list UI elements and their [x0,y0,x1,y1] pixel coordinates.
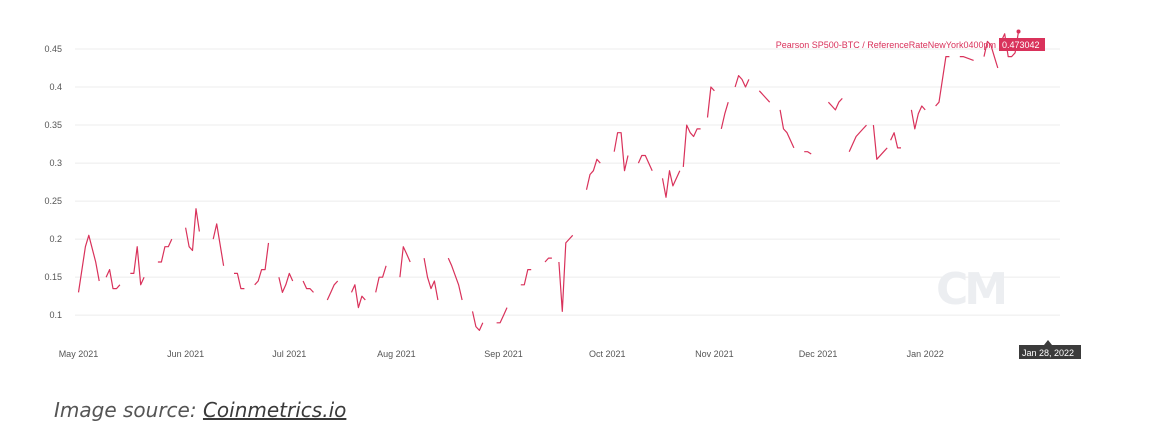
series-line-segment [661,170,681,198]
y-tick-label: 0.4 [49,82,62,92]
coinmetrics-watermark: CM [936,264,1004,315]
x-tick-label: Jul 2021 [272,349,306,359]
series-line-segment [959,55,974,61]
y-tick-label: 0.3 [49,158,62,168]
y-tick-label: 0.45 [44,44,62,54]
series-line-segment [447,257,463,301]
x-tick-label: Aug 2021 [377,349,416,359]
series-line-segment [890,132,901,149]
hover-pointer-icon [1044,340,1052,345]
series-line-segment [399,246,411,278]
series-line-segment [496,307,508,324]
last-point-marker [1016,29,1021,34]
series-line-segment [585,158,601,190]
y-tick-label: 0.35 [44,120,62,130]
caption-prefix: Image source: [54,398,203,422]
x-tick-label: Jan 2022 [907,349,944,359]
series-line-segment [375,265,387,293]
series-line-segment [278,272,294,293]
series-line-segment [302,280,314,293]
current-value-badge [999,38,1045,51]
series-line-segment [613,132,629,172]
series-line-segment [558,234,574,312]
correlation-line-chart: CM 0.1 0.15 0.2 0.25 0.3 0.35 0.4 0.45 May 2021… [44,29,1081,359]
series-line-segment [983,40,999,69]
series-line-segment [350,284,366,309]
legend-series-name: Pearson SP500-BTC / ReferenceRateNewYork… [776,40,996,50]
series-line-segment [804,151,812,155]
y-axis-ticks: 0.1 0.15 0.2 0.25 0.3 0.35 0.4 0.45 [44,44,62,320]
series-line-segment [910,105,926,130]
image-caption: Image source: Coinmetrics.io [54,398,346,422]
series-line-segment [326,280,339,301]
source-link[interactable]: Coinmetrics.io [202,398,347,422]
y-tick-label: 0.2 [49,234,62,244]
series-line-segment [935,55,950,107]
x-tick-label: Oct 2021 [589,349,626,359]
x-tick-label: Nov 2021 [695,349,734,359]
series-line-segment [212,223,225,266]
series-line-segment [157,238,173,263]
series-line-segment [234,272,245,290]
series-line-segment [758,90,771,103]
series-line-segment [423,257,439,301]
series-line-segment [471,311,484,331]
x-tick-label: May 2021 [59,349,99,359]
series-line-segment [130,246,145,286]
hover-date-badge [1019,345,1081,359]
hover-date-tooltip: Jan 28, 2022 [1019,340,1081,359]
series-line-segment [682,124,701,167]
series-line-segment [77,234,100,293]
hover-date-label: Jan 28, 2022 [1022,348,1074,358]
x-tick-label: Dec 2021 [799,349,838,359]
y-tick-label: 0.1 [49,310,62,320]
series-line-segment [779,109,795,149]
series-line-segment [848,124,867,152]
series-line-segment [105,269,121,290]
current-value-label: 0.473042 [1002,40,1040,50]
series-line-segment [872,125,888,160]
series-line-segment [520,269,532,286]
y-tick-label: 0.25 [44,196,62,206]
x-axis-ticks: May 2021 Jun 2021 Jul 2021 Aug 2021 Sep 2021… [59,349,944,359]
x-tick-label: Jun 2021 [167,349,204,359]
series-line-segment [720,102,729,130]
series-line-segment [706,86,715,118]
legend: Pearson SP500-BTC / ReferenceRateNewYork… [776,38,1045,51]
grid-lines [75,48,1060,316]
series-line-segment [185,208,200,252]
series-line-segment [254,242,270,286]
series-pearson-sp500-btc [77,29,1021,331]
series-line-segment [544,257,552,263]
x-tick-label: Sep 2021 [484,349,523,359]
series-line-segment [827,97,843,111]
series-line-segment [637,154,653,171]
series-line-segment [734,74,750,88]
y-tick-label: 0.15 [44,272,62,282]
